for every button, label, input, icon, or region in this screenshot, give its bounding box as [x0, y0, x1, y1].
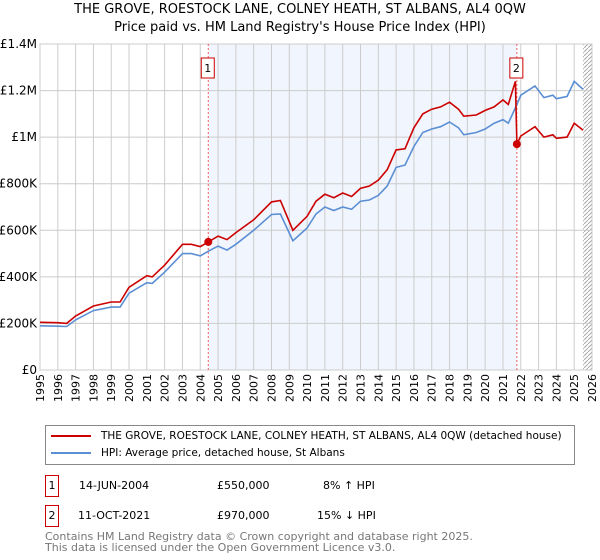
x-tick-label: 2009 [283, 374, 296, 402]
x-tick-label: 1997 [70, 374, 83, 402]
legend-label: THE GROVE, ROESTOCK LANE, COLNEY HEATH, … [101, 430, 562, 442]
y-tick-label: £1.4M [0, 37, 37, 51]
y-tick-label: £1M [11, 130, 37, 144]
sale-badge: 2 [45, 505, 59, 527]
sale-label: 2 [513, 62, 520, 75]
x-tick-label: 2005 [212, 374, 225, 402]
x-tick-label: 2021 [497, 374, 510, 402]
x-tick-label: 2010 [301, 374, 314, 402]
series-line [39, 79, 584, 328]
x-tick-label: 2000 [123, 374, 136, 402]
x-tick-label: 2007 [248, 374, 261, 402]
sale-label: 1 [204, 62, 211, 75]
x-tick-label: 2023 [533, 374, 546, 402]
x-tick-label: 2024 [550, 374, 563, 402]
plot-frame [39, 43, 593, 371]
footer-copyright: Contains HM Land Registry data © Crown c… [45, 530, 473, 543]
sale-row: 1 14-JUN-2004 £550,000 8% ↑ HPI [45, 475, 445, 497]
x-tick-label: 2026 [586, 374, 599, 402]
legend-label: HPI: Average price, detached house, St A… [101, 447, 345, 459]
sale-price: £970,000 [217, 509, 270, 522]
legend-swatch [51, 435, 91, 437]
y-tick-label: £600K [0, 223, 38, 237]
x-tick-label: 1995 [34, 374, 47, 402]
legend: THE GROVE, ROESTOCK LANE, COLNEY HEATH, … [45, 425, 575, 465]
sale-row: 2 11-OCT-2021 £970,000 15% ↓ HPI [45, 505, 445, 527]
sale-hpi-diff: 8% ↑ HPI [323, 479, 375, 492]
sale-price: £550,000 [217, 479, 270, 492]
price-chart: 1995 1996 1997 1998 1999 2000 2001 2002 2003 2004… [0, 37, 599, 402]
legend-item-property: THE GROVE, ROESTOCK LANE, COLNEY HEATH, … [51, 430, 562, 442]
x-tick-label: 2011 [319, 374, 332, 402]
x-tick-label: 2014 [372, 374, 385, 402]
legend-item-hpi: HPI: Average price, detached house, St A… [51, 447, 345, 459]
x-tick-label: 2016 [408, 374, 421, 402]
x-tick-label: 2013 [355, 374, 368, 402]
chart-subtitle: Price paid vs. HM Land Registry's House … [114, 20, 486, 35]
sale-label-box [509, 57, 524, 79]
x-tick-label: 2025 [568, 374, 581, 402]
x-tick-label: 2018 [444, 374, 457, 402]
chart-title: THE GROVE, ROESTOCK LANE, COLNEY HEATH, … [74, 2, 526, 17]
x-tick-label: 2022 [515, 374, 528, 402]
sale-label-box [200, 57, 215, 79]
sale-point [204, 237, 213, 246]
x-tick-label: 2017 [426, 374, 439, 402]
sale-date: 11-OCT-2021 [78, 509, 151, 522]
footer-licence: This data is licensed under the Open Gov… [45, 541, 396, 554]
x-tick-label: 2001 [141, 374, 154, 402]
y-tick-label: £800K [0, 177, 38, 191]
series-line [39, 81, 584, 325]
y-tick-label: £200K [0, 316, 38, 330]
x-tick-label: 2006 [230, 374, 243, 402]
footer: Contains HM Land Registry data © Crown c… [45, 531, 473, 553]
sale-hpi-diff: 15% ↓ HPI [317, 509, 376, 522]
y-tick-label: £1.2M [0, 84, 37, 98]
x-tick-label: 2008 [265, 374, 278, 402]
y-tick-label: £0 [22, 363, 37, 377]
x-tick-label: 2020 [479, 374, 492, 402]
x-tick-label: 2015 [390, 374, 403, 402]
sale-point [512, 140, 521, 149]
y-tick-label: £400K [0, 270, 38, 284]
x-tick-label: 2012 [337, 374, 350, 402]
legend-swatch [51, 452, 91, 454]
projection-hatch [583, 44, 592, 370]
x-tick-label: 1999 [105, 374, 118, 402]
x-tick-label: 2003 [176, 374, 189, 402]
sale-date: 14-JUN-2004 [79, 479, 150, 492]
x-tick-label: 1996 [52, 374, 65, 402]
x-tick-label: 2019 [461, 374, 474, 402]
sale-period-shade [208, 44, 517, 370]
x-tick-label: 1998 [87, 374, 100, 402]
sale-badge: 1 [45, 475, 59, 497]
x-tick-label: 2002 [159, 374, 172, 402]
x-tick-label: 2004 [194, 374, 207, 402]
